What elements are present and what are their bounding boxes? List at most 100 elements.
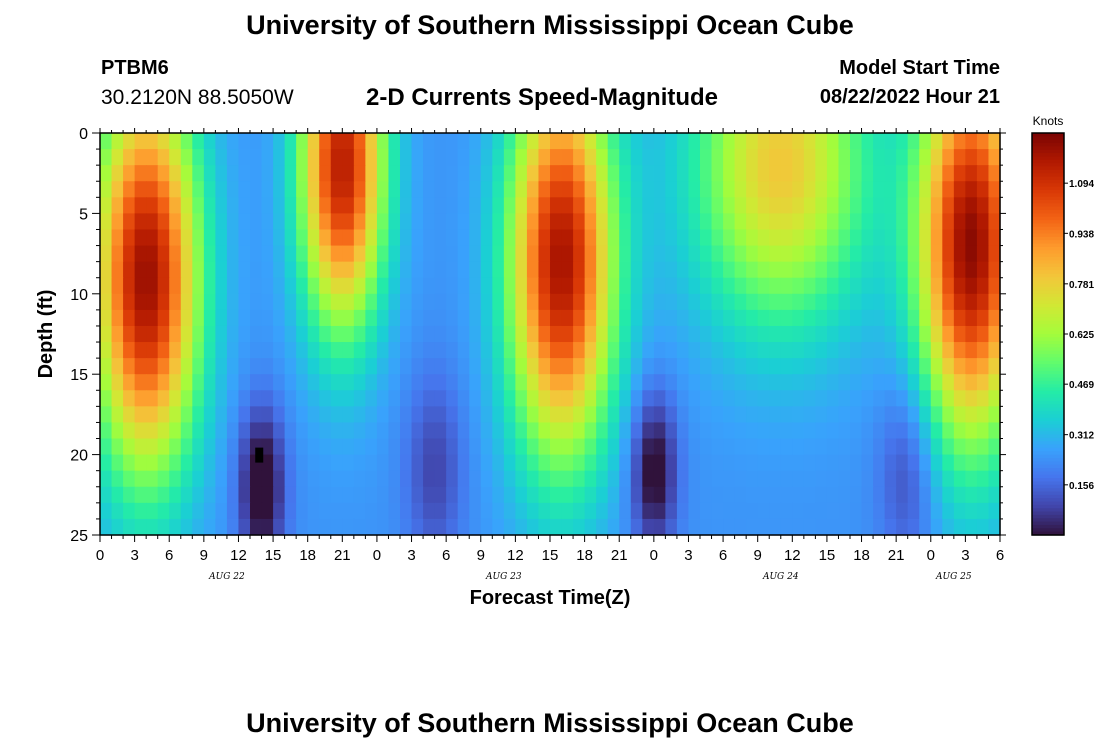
- x-tick-label: 18: [299, 547, 316, 564]
- heatmap-cell: [850, 406, 863, 424]
- heatmap-cell: [307, 309, 320, 327]
- heatmap-cell: [838, 149, 851, 166]
- heatmap-cell: [688, 342, 701, 359]
- heatmap-cell: [769, 406, 782, 424]
- heatmap-cell: [873, 133, 886, 150]
- heatmap-cell: [976, 502, 990, 520]
- heatmap-cell: [123, 133, 136, 150]
- heatmap-cell: [711, 197, 724, 214]
- heatmap-cell: [826, 342, 840, 359]
- heatmap-cell: [538, 406, 551, 424]
- heatmap-cell: [965, 342, 978, 359]
- heatmap-cell: [919, 293, 932, 311]
- heatmap-cell: [457, 149, 470, 166]
- heatmap-cell: [515, 422, 528, 440]
- heatmap-cell: [792, 309, 805, 327]
- x-tick-label: 0: [373, 547, 381, 564]
- heatmap-cell: [411, 390, 424, 407]
- heatmap-cell: [619, 309, 632, 327]
- heatmap-cell: [192, 390, 205, 407]
- heatmap-cell: [815, 149, 828, 166]
- heatmap-cell: [180, 149, 193, 166]
- heatmap-cell: [976, 181, 990, 198]
- heatmap-cell: [953, 390, 966, 407]
- heatmap-cell: [446, 165, 459, 182]
- heatmap-cell: [630, 213, 643, 231]
- heatmap-cell: [169, 181, 182, 198]
- heatmap-cell: [665, 213, 678, 231]
- heatmap-cell: [826, 261, 840, 279]
- colorbar-segment: [1032, 280, 1064, 285]
- heatmap-cell: [423, 422, 436, 440]
- heatmap-cell: [780, 438, 793, 456]
- heatmap-cell: [365, 406, 378, 424]
- heatmap-cell: [296, 470, 309, 488]
- heatmap-cell: [723, 486, 736, 504]
- heatmap-cell: [226, 518, 240, 536]
- heatmap-cell: [215, 486, 228, 504]
- heatmap-cell: [884, 390, 897, 407]
- heatmap-cell: [411, 518, 424, 536]
- heatmap-cell: [423, 165, 436, 182]
- heatmap-cell: [400, 486, 413, 504]
- heatmap-cell: [226, 261, 240, 279]
- heatmap-cell: [919, 261, 932, 279]
- heatmap-cell: [976, 470, 990, 488]
- heatmap-cell: [261, 486, 274, 504]
- colorbar-segment: [1032, 370, 1064, 375]
- heatmap-cell: [792, 229, 805, 247]
- heatmap-cell: [826, 325, 840, 343]
- heatmap-cell: [757, 181, 770, 198]
- heatmap-cell: [526, 293, 540, 311]
- heatmap-cell: [307, 293, 320, 311]
- heatmap-cell: [676, 342, 690, 359]
- heatmap-cell: [815, 213, 828, 231]
- heatmap-cell: [423, 438, 436, 456]
- heatmap-cell: [273, 325, 286, 343]
- heatmap-cell: [330, 277, 343, 295]
- heatmap-cell: [353, 358, 366, 375]
- heatmap-cell: [907, 181, 920, 198]
- heatmap-cell: [746, 261, 759, 279]
- heatmap-cell: [907, 309, 920, 327]
- heatmap-cell: [146, 358, 159, 375]
- heatmap-cell: [942, 293, 955, 311]
- heatmap-cell: [550, 149, 563, 166]
- heatmap-cell: [676, 518, 690, 536]
- heatmap-cell: [584, 422, 597, 440]
- heatmap-cell: [746, 181, 759, 198]
- heatmap-cell: [976, 229, 990, 247]
- heatmap-cell: [515, 213, 528, 231]
- heatmap-cell: [700, 486, 713, 504]
- heatmap-cell: [169, 277, 182, 295]
- heatmap-cell: [250, 374, 263, 391]
- heatmap-cell: [907, 325, 920, 343]
- heatmap-cell: [480, 229, 493, 247]
- heatmap-cell: [746, 165, 759, 182]
- heatmap-cell: [584, 454, 597, 472]
- heatmap-cell: [480, 358, 493, 375]
- heatmap-cell: [596, 229, 609, 247]
- colorbar-segment: [1032, 481, 1064, 486]
- heatmap-cell: [238, 406, 251, 424]
- heatmap-cell: [930, 358, 943, 375]
- colorbar-segment: [1032, 277, 1064, 281]
- heatmap-cell: [873, 454, 886, 472]
- heatmap-cell: [250, 181, 263, 198]
- heatmap-cell: [676, 181, 690, 198]
- heatmap-cell: [757, 229, 770, 247]
- heatmap-cell: [411, 502, 424, 520]
- heatmap-cell: [653, 502, 666, 520]
- heatmap-cell: [861, 309, 874, 327]
- heatmap-cell: [134, 470, 147, 488]
- heatmap-cell: [919, 197, 932, 214]
- x-tick-label: 3: [407, 547, 415, 564]
- heatmap-cell: [896, 390, 909, 407]
- heatmap-cell: [376, 165, 390, 182]
- heatmap-cell: [596, 149, 609, 166]
- heatmap-cell: [423, 309, 436, 327]
- heatmap-cell: [930, 374, 943, 391]
- heatmap-cell: [630, 277, 643, 295]
- heatmap-cell: [492, 518, 505, 536]
- heatmap-cell: [353, 261, 366, 279]
